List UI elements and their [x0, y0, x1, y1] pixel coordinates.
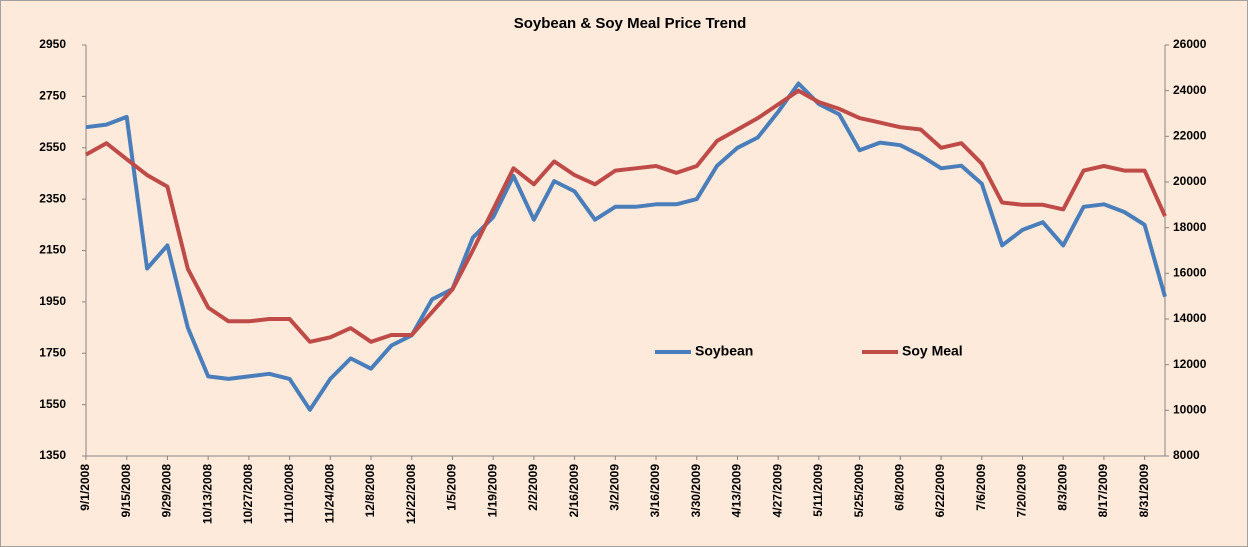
y2-tick-label: 10000 — [1173, 403, 1207, 417]
y2-tick-label: 12000 — [1173, 357, 1207, 371]
x-tick-label: 11/10/2008 — [282, 464, 296, 524]
x-tick-label: 9/1/2008 — [78, 464, 92, 511]
x-tick-label: 1/19/2009 — [485, 464, 499, 518]
x-tick-label: 1/5/2009 — [445, 464, 459, 511]
y2-tick-label: 24000 — [1173, 83, 1207, 97]
y-tick-label: 2750 — [39, 89, 66, 103]
x-tick-label: 4/27/2009 — [770, 464, 784, 518]
y-tick-label: 1350 — [39, 448, 66, 462]
x-tick-label: 8/31/2009 — [1137, 464, 1151, 518]
x-tick-label: 10/13/2008 — [200, 464, 214, 524]
x-tick-label: 8/17/2009 — [1096, 464, 1110, 518]
series-line — [85, 81, 1167, 412]
x-tick-label: 5/25/2009 — [852, 464, 866, 518]
x-tick-label: 5/11/2009 — [811, 464, 825, 517]
y-tick-label: 1950 — [39, 294, 66, 308]
x-tick-label: 6/8/2009 — [893, 464, 907, 511]
y-tick-label: 2950 — [39, 37, 66, 51]
x-tick-label: 3/2/2009 — [607, 464, 621, 511]
x-tick-label: 3/16/2009 — [648, 464, 662, 518]
legend-label: Soybean — [695, 343, 753, 359]
x-tick-label: 6/22/2009 — [933, 464, 947, 518]
y2-tick-label: 8000 — [1173, 448, 1200, 462]
x-tick-label: 2/16/2009 — [567, 464, 581, 518]
x-tick-label: 4/13/2009 — [730, 464, 744, 518]
legend-label: Soy Meal — [902, 343, 963, 359]
x-tick-label: 9/29/2008 — [160, 464, 174, 518]
y2-tick-label: 14000 — [1173, 311, 1207, 325]
y2-tick-label: 18000 — [1173, 220, 1207, 234]
x-tick-label: 3/30/2009 — [689, 464, 703, 518]
x-tick-label: 10/27/2008 — [241, 464, 255, 524]
x-tick-label: 7/20/2009 — [1015, 464, 1029, 518]
series-line — [85, 88, 1167, 344]
x-tick-label: 2/2/2009 — [526, 464, 540, 511]
y2-tick-label: 26000 — [1173, 37, 1207, 51]
y2-tick-label: 16000 — [1173, 266, 1207, 280]
x-tick-label: 8/3/2009 — [1055, 464, 1069, 511]
y-tick-label: 2550 — [39, 140, 66, 154]
y2-tick-label: 22000 — [1173, 129, 1207, 143]
y-tick-label: 2350 — [39, 191, 66, 205]
x-tick-label: 7/6/2009 — [974, 464, 988, 511]
x-tick-label: 12/8/2008 — [363, 464, 377, 518]
y2-tick-label: 20000 — [1173, 174, 1207, 188]
x-tick-label: 11/24/2008 — [322, 464, 336, 524]
y-tick-label: 1750 — [39, 345, 66, 359]
x-tick-label: 12/22/2008 — [404, 464, 418, 524]
y-tick-label: 2150 — [39, 243, 66, 257]
x-tick-label: 9/15/2008 — [119, 464, 133, 518]
chart-title: Soybean & Soy Meal Price Trend — [514, 15, 747, 32]
y-tick-label: 1550 — [39, 397, 66, 411]
